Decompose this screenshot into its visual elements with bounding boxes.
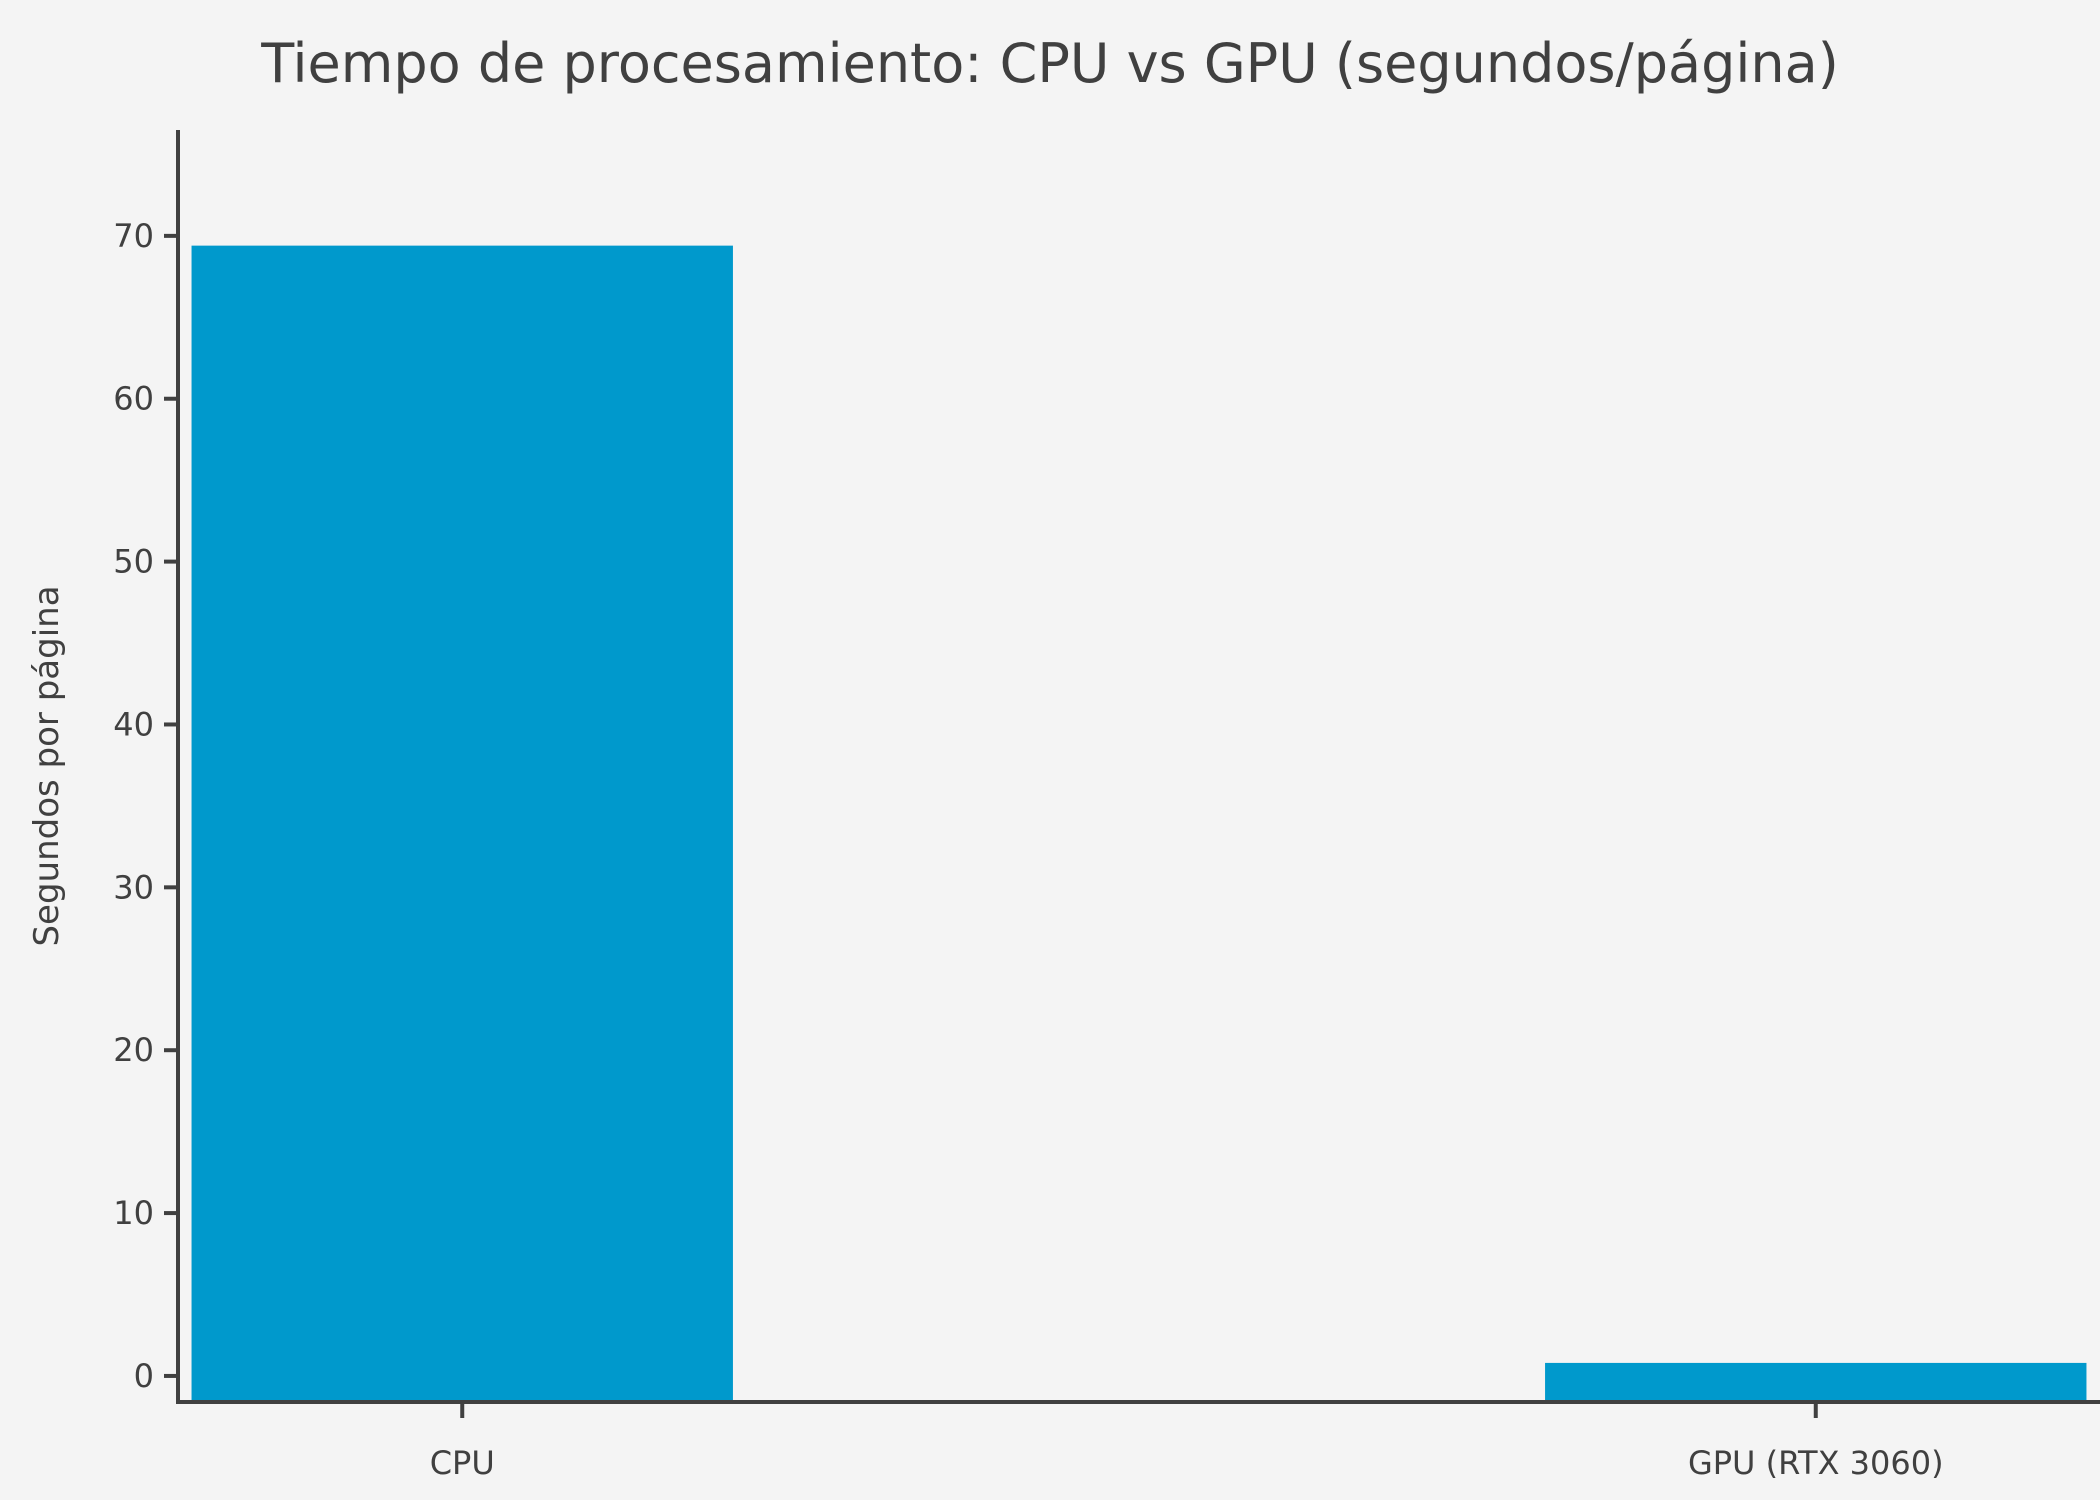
x-tick-label: GPU (RTX 3060) [1688,1444,1944,1482]
x-tick-label: CPU [430,1444,495,1482]
y-tick-label: 0 [134,1357,154,1395]
y-tick-label: 20 [113,1031,154,1069]
y-axis-label: Segundos por página [27,585,67,946]
y-tick-label: 60 [113,380,154,418]
y-tick-label: 30 [113,868,154,906]
chart-title: Tiempo de procesamiento: CPU vs GPU (seg… [260,32,1839,95]
bar-cpu [191,245,733,1403]
bar-gpu-rtx-3060- [1545,1362,2087,1402]
y-tick-label: 10 [113,1194,154,1232]
y-tick-label: 40 [113,705,154,743]
y-tick-label: 70 [113,217,154,255]
y-tick-label: 50 [113,543,154,581]
